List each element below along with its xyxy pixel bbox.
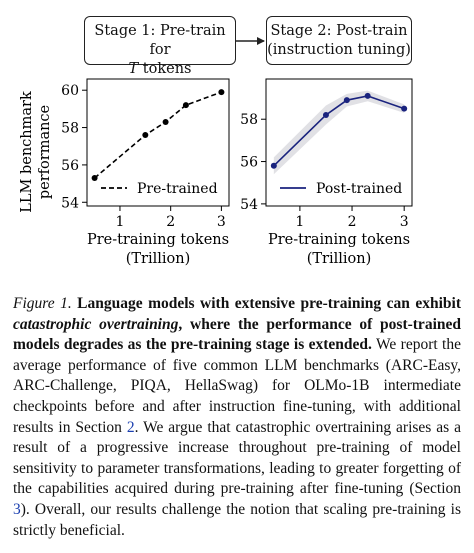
pretrained-x-tick-label: 2 — [166, 214, 175, 230]
caption-text-3: ). Overall, our results challenge the no… — [13, 500, 461, 539]
pretrained-x-label-line1: Pre-training tokens — [87, 232, 229, 248]
pretrained-y-tick-label: 56 — [61, 158, 79, 174]
stage-2-line1: Stage 2: Post-train — [270, 23, 408, 39]
caption-bold-1: Language models with extensive pre-train… — [71, 295, 461, 312]
caption-bold-italic: catastrophic overtraining — [13, 315, 179, 333]
posttrained-legend-label: Post-trained — [316, 181, 402, 197]
stage-1-box: Stage 1: Pre-train for T tokens — [84, 16, 236, 77]
caption-text-1: We report the average performance of fiv… — [13, 336, 461, 436]
y-axis-label-line2: performance — [37, 105, 53, 199]
posttrained-data-point — [322, 111, 329, 118]
pretrained-data-point — [162, 118, 169, 125]
posttrained-x-label-line1: Pre-training tokens — [268, 232, 410, 248]
posttrained-x-tick-label: 2 — [348, 214, 357, 230]
stage-2-box: Stage 2: Post-train (instruction tuning) — [266, 16, 412, 65]
pretrained-chart: LLM benchmark performance 54 56 58 60 1 2 3 Pre… — [19, 78, 230, 267]
pretrained-y-tick-label: 54 — [61, 195, 79, 211]
caption-ref-section-2[interactable]: 2 — [126, 418, 135, 436]
figure-caption: Figure 1. Language models with extensive… — [13, 294, 461, 541]
pretrained-plot-frame — [86, 78, 230, 207]
posttrained-y-tick-label: 56 — [240, 155, 258, 171]
posttrained-plot-frame — [265, 78, 413, 207]
caption-bold-2: , where the performance of post-trained … — [13, 315, 461, 354]
stage-1-variable: T — [128, 61, 139, 77]
caption-label: Figure 1. — [13, 295, 72, 312]
posttrained-y-tick-label: 58 — [240, 112, 258, 128]
pretrained-y-tick-label: 60 — [61, 83, 79, 99]
pretrained-data-point — [218, 89, 225, 96]
posttrained-x-tick-label: 1 — [295, 214, 304, 230]
pretrained-data-point — [142, 132, 149, 139]
pretrained-x-tick-label: 3 — [217, 214, 226, 230]
pretrained-data-point — [91, 174, 98, 181]
y-axis-label-line1: LLM benchmark — [19, 91, 35, 213]
posttrained-data-point — [343, 97, 350, 104]
pretrained-y-tick-label: 58 — [61, 121, 79, 137]
posttrained-data-point — [270, 162, 277, 169]
posttrained-data-point — [364, 92, 371, 99]
posttrained-y-tick-label: 54 — [240, 197, 258, 213]
posttrained-data-point — [401, 105, 408, 112]
posttrained-x-tick-label: 3 — [400, 214, 409, 230]
pretrained-series-line — [94, 91, 222, 179]
caption-ref-section-3[interactable]: 3 — [13, 500, 21, 518]
pretrained-x-tick-label: 1 — [116, 214, 125, 230]
stage-1-line1: Stage 1: Pre-train for — [94, 23, 226, 58]
figure-svg: LLM benchmark performance 54 56 58 60 1 2 3 Pre… — [19, 37, 413, 267]
posttrained-chart: 54 56 58 1 2 3 Post-trained Pre-training token… — [240, 78, 413, 267]
stage-1-line2: tokens — [138, 61, 192, 77]
pretrained-x-label-line2: (Trillion) — [126, 251, 191, 267]
caption-text-2: . We argue that catastrophic overtrainin… — [13, 418, 461, 498]
posttrained-confidence-band — [273, 90, 405, 175]
figure: Stage 1: Pre-train for T tokens Stage 2:… — [19, 16, 413, 267]
pretrained-legend-label: Pre-trained — [137, 181, 218, 197]
pretrained-data-point — [182, 102, 189, 109]
posttrained-x-label-line2: (Trillion) — [307, 251, 372, 267]
stage-2-line2: (instruction tuning) — [267, 42, 411, 58]
